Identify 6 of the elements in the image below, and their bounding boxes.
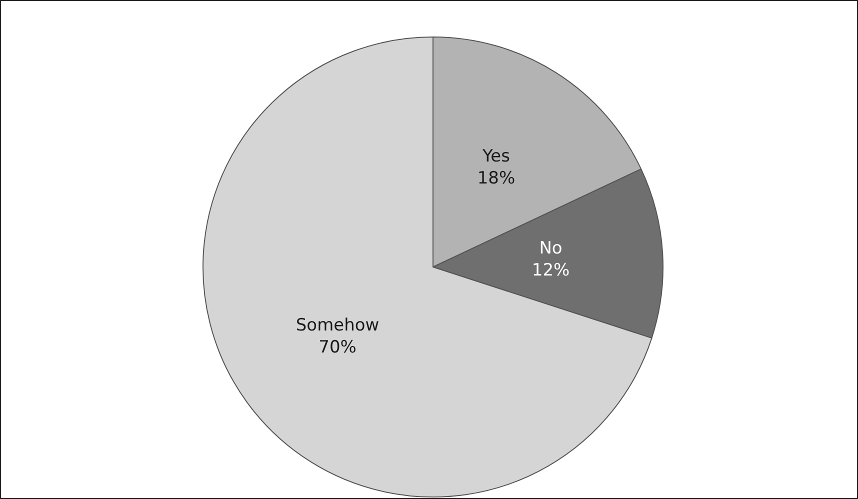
data-label: 12% <box>532 260 570 281</box>
slice-label: No <box>539 238 562 259</box>
data-label: 18% <box>477 168 516 188</box>
slice-label: Somehow <box>296 315 380 336</box>
slice-label: Yes <box>482 146 510 166</box>
data-label: 70% <box>318 337 356 358</box>
